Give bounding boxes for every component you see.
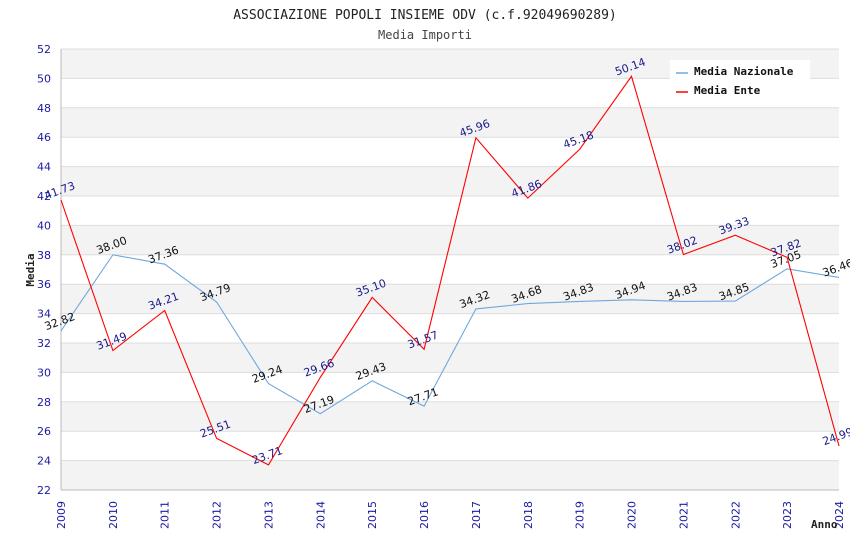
y-tick-label: 34 <box>37 308 51 321</box>
series-line-media-nazionale <box>60 254 840 415</box>
y-tick-label: 48 <box>37 102 51 115</box>
grid-band <box>61 166 839 196</box>
series-lines <box>60 75 840 466</box>
chart-title: ASSOCIAZIONE POPOLI INSIEME ODV (c.f.920… <box>233 8 617 23</box>
x-tick-label: 2015 <box>366 501 379 529</box>
y-tick-label: 40 <box>37 219 51 232</box>
y-tick-label: 36 <box>37 278 51 291</box>
x-tick-label: 2011 <box>159 501 172 529</box>
x-tick-label: 2012 <box>211 501 224 529</box>
x-tick-label: 2016 <box>418 501 431 529</box>
y-tick-label: 26 <box>37 425 51 438</box>
grid-band <box>61 460 839 490</box>
grid-band <box>61 401 839 432</box>
x-tick-label: 2019 <box>574 501 587 529</box>
x-tick-label: 2013 <box>262 501 275 529</box>
y-tick-label: 42 <box>37 190 51 203</box>
x-tick-label: 2021 <box>677 501 690 529</box>
y-tick-label: 24 <box>37 455 51 468</box>
axes <box>60 49 839 491</box>
grid-band <box>61 107 839 138</box>
y-tick-label: 32 <box>37 337 51 350</box>
x-axis-title: Anno <box>811 518 838 531</box>
y-tick-label: 44 <box>37 161 51 174</box>
data-label-media-nazionale: 36.46 <box>821 257 850 280</box>
legend-label-media-nazionale: Media Nazionale <box>694 65 794 78</box>
series-line-media-ente <box>60 75 840 466</box>
x-tick-label: 2024 <box>833 501 846 529</box>
y-tick-label: 46 <box>37 131 51 144</box>
x-tick-label: 2009 <box>55 501 68 529</box>
x-tick-label: 2014 <box>314 501 327 529</box>
y-tick-label: 50 <box>37 72 51 85</box>
chart-subtitle: Media Importi <box>378 28 472 42</box>
x-tick-label: 2018 <box>522 501 535 529</box>
y-tick-label: 22 <box>37 484 51 497</box>
y-axis-ticks: 22 24 26 28 30 32 34 36 38 40 42 44 46 48 50 52 <box>37 43 51 497</box>
legend: Media Nazionale Media Ente <box>670 60 810 100</box>
grid-bands <box>61 49 839 490</box>
y-axis-title: Media <box>24 253 37 286</box>
legend-box <box>670 60 810 100</box>
x-tick-label: 2022 <box>729 501 742 529</box>
x-tick-label: 2017 <box>470 501 483 529</box>
grid-band <box>61 225 839 255</box>
data-label-media-ente: 41.73 <box>43 179 77 202</box>
grid-band <box>61 284 839 314</box>
legend-label-media-ente: Media Ente <box>694 84 761 97</box>
y-tick-label: 38 <box>37 249 51 262</box>
x-tick-label: 2010 <box>107 501 120 529</box>
x-axis-ticks: 2009 2010 2011 2012 2013 2014 2015 2016 2017 2018… <box>55 501 846 529</box>
y-tick-label: 28 <box>37 396 51 409</box>
x-tick-label: 2023 <box>781 501 794 529</box>
x-tick-label: 2020 <box>626 501 639 529</box>
y-tick-label: 30 <box>37 366 51 379</box>
y-tick-label: 52 <box>37 43 51 56</box>
